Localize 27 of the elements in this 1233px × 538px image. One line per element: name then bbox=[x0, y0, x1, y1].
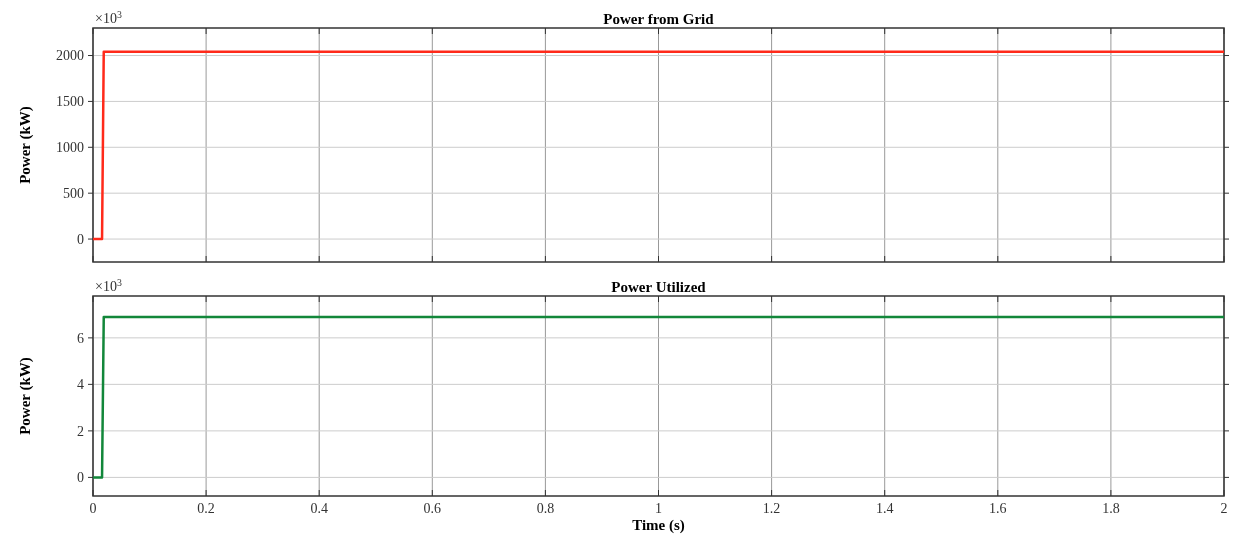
x-tick-label: 1.2 bbox=[762, 501, 781, 516]
y-axis-title: Power (kW) bbox=[17, 106, 34, 184]
x-tick-label: 1 bbox=[655, 501, 662, 516]
x-axis-title: Time (s) bbox=[632, 517, 685, 534]
chart-title: Power from Grid bbox=[603, 11, 715, 27]
y-axis-title: Power (kW) bbox=[17, 357, 34, 435]
text: ×10$^{3}$ bbox=[95, 276, 122, 294]
y-tick-label: 6 bbox=[77, 330, 84, 346]
y-tick-label: 2 bbox=[77, 423, 84, 439]
x-tick-label: 0.6 bbox=[423, 501, 442, 516]
y-tick-label: 4 bbox=[77, 377, 84, 393]
x-tick-label: 0 bbox=[89, 501, 97, 516]
x-tick-label: 0.4 bbox=[310, 501, 328, 516]
x-tick-label: 1.6 bbox=[989, 501, 1007, 516]
x-tick-label: 0.2 bbox=[197, 501, 215, 516]
x-tick-label: 2 bbox=[1220, 501, 1228, 516]
y-tick-label: 1000 bbox=[56, 140, 84, 156]
text: ×10$^{3}$ bbox=[95, 8, 122, 26]
x-tick-label: 0.8 bbox=[536, 501, 555, 516]
y-tick-label: 500 bbox=[63, 186, 84, 202]
y-tick-label: 2000 bbox=[56, 48, 84, 64]
y-tick-label: 0 bbox=[77, 470, 84, 486]
y-tick-label: 0 bbox=[77, 231, 84, 247]
y-tick-label: 1500 bbox=[56, 94, 84, 110]
x-tick-label: 1.4 bbox=[875, 501, 894, 516]
chart-title: Power Utilized bbox=[611, 279, 707, 295]
x-tick-label: 1.8 bbox=[1102, 501, 1120, 516]
